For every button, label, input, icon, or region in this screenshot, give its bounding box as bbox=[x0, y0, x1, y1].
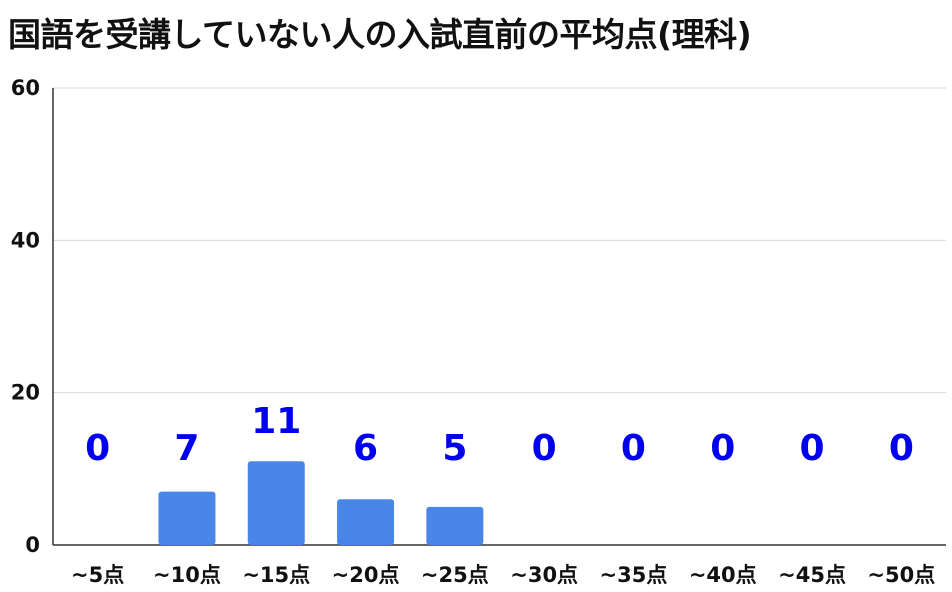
data-label: 11 bbox=[251, 401, 301, 442]
x-tick-label: ~20点 bbox=[332, 563, 400, 587]
x-tick-label: ~45点 bbox=[778, 563, 846, 587]
data-label: 0 bbox=[800, 428, 825, 469]
x-tick-label: ~30点 bbox=[510, 563, 578, 587]
y-tick-label: 20 bbox=[11, 381, 40, 405]
data-label: 0 bbox=[85, 428, 110, 469]
data-label: 0 bbox=[710, 428, 735, 469]
bar bbox=[158, 491, 216, 545]
chart-title: 国語を受講していない人の入試直前の平均点(理科) bbox=[8, 15, 752, 54]
bar bbox=[426, 506, 484, 545]
x-tick-label: ~15点 bbox=[242, 563, 310, 587]
x-tick-label: ~40点 bbox=[689, 563, 757, 587]
data-label: 6 bbox=[353, 428, 378, 469]
y-tick-label: 60 bbox=[11, 76, 40, 100]
bar bbox=[337, 499, 395, 545]
data-label: 0 bbox=[532, 428, 557, 469]
x-tick-label: ~5点 bbox=[71, 563, 124, 587]
data-label: 5 bbox=[442, 428, 467, 469]
x-tick-label: ~10点 bbox=[153, 563, 221, 587]
y-tick-label: 0 bbox=[25, 533, 40, 557]
data-label: 0 bbox=[621, 428, 646, 469]
x-tick-label: ~50点 bbox=[867, 563, 935, 587]
bar bbox=[247, 461, 305, 545]
x-tick-label: ~35点 bbox=[600, 563, 668, 587]
data-label: 0 bbox=[889, 428, 914, 469]
data-label: 7 bbox=[174, 428, 199, 469]
y-tick-label: 40 bbox=[11, 228, 40, 252]
x-tick-label: ~25点 bbox=[421, 563, 489, 587]
